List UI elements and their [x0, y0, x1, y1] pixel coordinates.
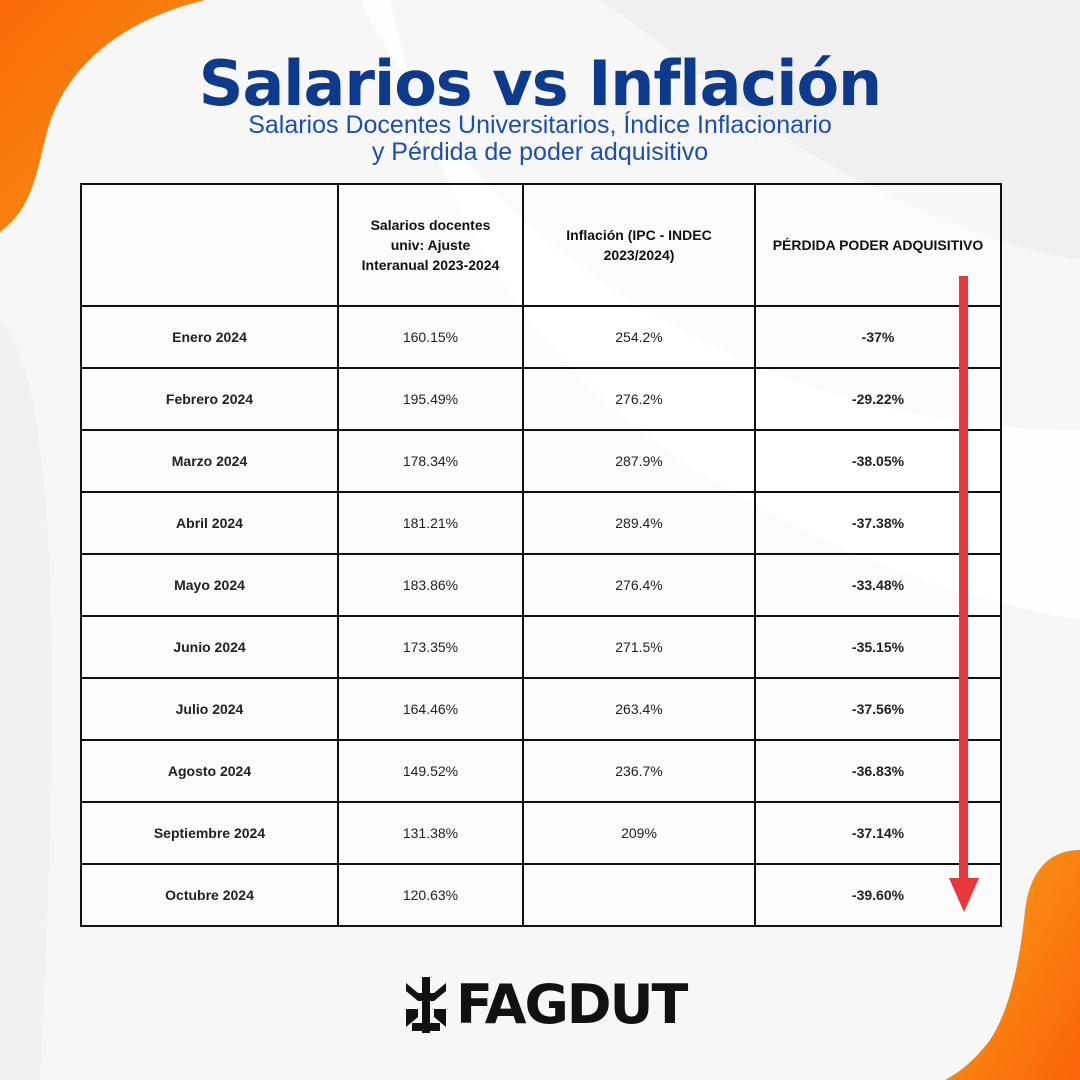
header-inflation-label: Inflación (IPC - INDEC 2023/2024): [566, 227, 712, 263]
table-row: Mayo 2024 183.86% 276.4% -33.48%: [80, 553, 1002, 617]
cell-month: Enero 2024: [80, 305, 339, 369]
salary-inflation-table: Salarios docentes univ: Ajuste Interanua…: [80, 183, 1002, 927]
table-row: Abril 2024 181.21% 289.4% -37.38%: [80, 491, 1002, 555]
cell-month: Octubre 2024: [80, 863, 339, 927]
cell-month: Julio 2024: [80, 677, 339, 741]
table-header-row: Salarios docentes univ: Ajuste Interanua…: [80, 183, 1002, 307]
table-row: Junio 2024 173.35% 271.5% -35.15%: [80, 615, 1002, 679]
table-row: Julio 2024 164.46% 263.4% -37.56%: [80, 677, 1002, 741]
cell-inflation: 271.5%: [522, 615, 756, 679]
logo-text: FAGDUT: [456, 973, 688, 1036]
cell-salary: 164.46%: [337, 677, 524, 741]
cell-salary: 178.34%: [337, 429, 524, 493]
table-row: Febrero 2024 195.49% 276.2% -29.22%: [80, 367, 1002, 431]
header-month: [80, 183, 339, 307]
table-row: Marzo 2024 178.34% 287.9% -38.05%: [80, 429, 1002, 493]
cell-inflation: 287.9%: [522, 429, 756, 493]
cell-month: Junio 2024: [80, 615, 339, 679]
table-row: Septiembre 2024 131.38% 209% -37.14%: [80, 801, 1002, 865]
cell-inflation: 254.2%: [522, 305, 756, 369]
cell-month: Abril 2024: [80, 491, 339, 555]
cell-inflation: 276.4%: [522, 553, 756, 617]
cell-salary: 181.21%: [337, 491, 524, 555]
header-loss-label: PÉRDIDA PODER ADQUISITIVO: [772, 237, 984, 253]
cell-salary: 120.63%: [337, 863, 524, 927]
header-salary: Salarios docentes univ: Ajuste Interanua…: [337, 183, 524, 307]
cell-month: Marzo 2024: [80, 429, 339, 493]
cell-salary: 173.35%: [337, 615, 524, 679]
cell-inflation: 209%: [522, 801, 756, 865]
cell-month: Febrero 2024: [80, 367, 339, 431]
header-salary-label: Salarios docentes univ: Ajuste Interanua…: [361, 217, 500, 273]
page-subtitle: Salarios Docentes Universitarios, Índice…: [0, 112, 1080, 166]
subtitle-line-1: Salarios Docentes Universitarios, Índice…: [248, 111, 832, 139]
utn-emblem-icon: [406, 977, 446, 1033]
cell-inflation: 236.7%: [522, 739, 756, 803]
cell-inflation: 276.2%: [522, 367, 756, 431]
subtitle-line-2: y Pérdida de poder adquisitivo: [371, 138, 709, 166]
cell-inflation: 263.4%: [522, 677, 756, 741]
cell-month: Septiembre 2024: [80, 801, 339, 865]
cell-salary: 183.86%: [337, 553, 524, 617]
cell-salary: 160.15%: [337, 305, 524, 369]
table-row: Octubre 2024 120.63% -39.60%: [80, 863, 1002, 927]
table-row: Agosto 2024 149.52% 236.7% -36.83%: [80, 739, 1002, 803]
header-inflation: Inflación (IPC - INDEC 2023/2024): [522, 183, 756, 307]
table-row: Enero 2024 160.15% 254.2% -37%: [80, 305, 1002, 369]
cell-salary: 195.49%: [337, 367, 524, 431]
cell-month: Agosto 2024: [80, 739, 339, 803]
cell-month: Mayo 2024: [80, 553, 339, 617]
cell-inflation: 289.4%: [522, 491, 756, 555]
cell-salary: 131.38%: [337, 801, 524, 865]
down-arrow-icon: [949, 276, 979, 912]
fagdut-logo: FAGDUT: [404, 973, 688, 1036]
cell-inflation: [522, 863, 756, 927]
page-title: Salarios vs Inflación: [198, 47, 882, 120]
cell-salary: 149.52%: [337, 739, 524, 803]
